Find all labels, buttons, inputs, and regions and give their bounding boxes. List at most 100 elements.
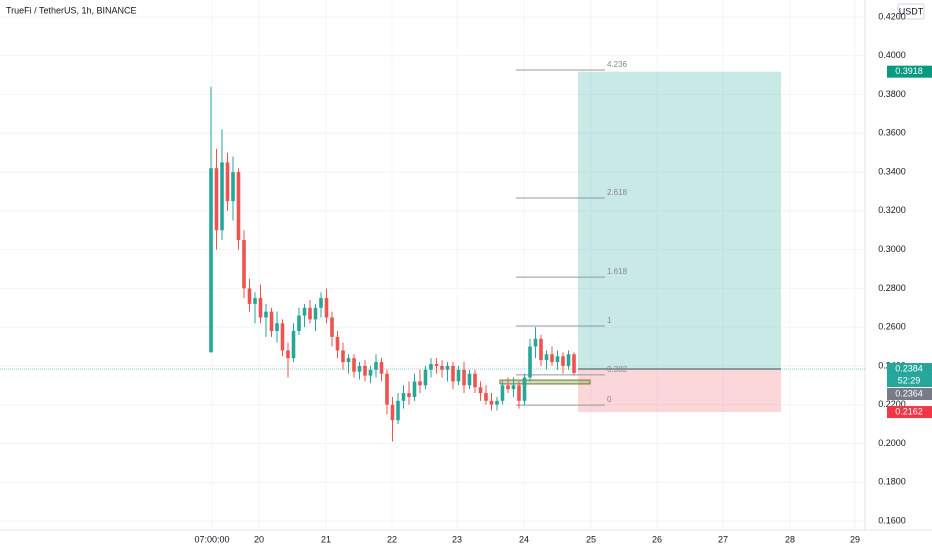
x-tick-label: 28 xyxy=(785,534,795,544)
x-tick-label: 07:00:00 xyxy=(194,534,229,544)
candle-body xyxy=(423,369,428,386)
price-badge xyxy=(887,65,932,78)
candle-body xyxy=(484,393,488,401)
candle-body xyxy=(242,239,246,289)
y-tick-label: 0.2000 xyxy=(878,438,906,448)
candle-body xyxy=(236,172,241,240)
candle-body xyxy=(346,358,351,363)
candle-body xyxy=(269,311,274,332)
candle-body xyxy=(220,162,224,231)
candle-body xyxy=(412,381,417,397)
y-tick-label: 0.3400 xyxy=(878,166,906,176)
candle-body xyxy=(511,385,516,390)
candle-body xyxy=(324,298,329,318)
x-tick-label: 25 xyxy=(586,534,596,544)
x-tick-label: 24 xyxy=(519,534,529,544)
x-tick-label: 29 xyxy=(850,534,860,544)
currency-label[interactable]: USDT xyxy=(899,6,924,16)
countdown-badge xyxy=(887,375,932,388)
candle-body xyxy=(401,393,406,401)
support-zone xyxy=(499,379,591,385)
candle-body xyxy=(374,362,378,370)
candle-body xyxy=(258,298,263,318)
y-tick-label: 0.1600 xyxy=(878,515,906,525)
candle-body xyxy=(396,400,400,421)
candle-body xyxy=(533,338,538,347)
countdown-label: 52:29 xyxy=(898,375,921,385)
candle-body xyxy=(319,298,323,308)
candle-body xyxy=(214,168,219,231)
candle-body xyxy=(390,404,395,421)
candle-body xyxy=(440,365,444,370)
candle-body xyxy=(522,377,527,401)
candle-body xyxy=(264,311,268,318)
candle-body xyxy=(291,331,296,359)
candle-body xyxy=(451,365,455,382)
fib-label: 1 xyxy=(607,316,612,325)
candle-body xyxy=(247,288,252,304)
y-tick-label: 0.2200 xyxy=(878,399,906,409)
candle-body xyxy=(335,336,340,351)
candle-body xyxy=(341,350,345,363)
price-badge xyxy=(887,406,932,419)
loss-zone xyxy=(578,369,781,413)
candle-body xyxy=(379,362,384,374)
candle-body xyxy=(352,358,356,372)
candle-body xyxy=(368,369,373,376)
candle-body xyxy=(506,385,510,390)
candle-body xyxy=(544,354,549,361)
fib-label: 2.618 xyxy=(607,188,628,197)
candle-body xyxy=(385,373,389,405)
x-tick-label: 22 xyxy=(387,534,397,544)
candle-body xyxy=(253,298,257,304)
candle-body xyxy=(478,387,483,394)
fib-label: 0 xyxy=(607,395,612,404)
candle-body xyxy=(566,354,571,366)
y-tick-label: 0.3600 xyxy=(878,128,906,138)
candle-body xyxy=(280,323,285,351)
candle-body xyxy=(462,369,466,386)
candle-body xyxy=(313,307,318,320)
candle-body xyxy=(418,381,422,386)
candle-body xyxy=(231,172,235,202)
candle-body xyxy=(445,365,450,370)
x-tick-label: 26 xyxy=(652,534,662,544)
candle-body xyxy=(434,363,439,366)
candle-body xyxy=(528,346,532,378)
x-tick-label: 23 xyxy=(452,534,462,544)
x-tick-label: 27 xyxy=(718,534,728,544)
x-tick-label: 21 xyxy=(321,534,331,544)
currency-box[interactable] xyxy=(897,3,925,20)
y-tick-label: 0.3000 xyxy=(878,244,906,254)
price-badge xyxy=(887,363,932,376)
candle-body xyxy=(572,354,576,373)
y-tick-label: 0.2800 xyxy=(878,283,906,293)
candle-body xyxy=(429,363,433,370)
candle-body xyxy=(308,307,312,320)
price-badge-label: 0.3918 xyxy=(895,66,923,76)
candle-body xyxy=(500,385,505,401)
y-tick-label: 0.4000 xyxy=(878,50,906,60)
candle-body xyxy=(330,317,334,337)
price-badge xyxy=(887,388,932,401)
chart-title: TrueFi / TetherUS, 1h, BINANCE xyxy=(6,5,137,15)
y-tick-label: 0.3200 xyxy=(878,205,906,215)
candle-body xyxy=(302,307,307,316)
profit-zone xyxy=(578,71,781,370)
candle-body xyxy=(456,369,461,382)
candle-body xyxy=(407,393,411,397)
y-tick-label: 0.3800 xyxy=(878,89,906,99)
x-tick-label: 20 xyxy=(254,534,264,544)
candle-body xyxy=(225,162,230,202)
candle-body xyxy=(489,400,494,405)
fib-label: 0.382 xyxy=(607,365,628,374)
fib-label: 4.236 xyxy=(607,60,628,69)
y-tick-label: 0.1800 xyxy=(878,477,906,487)
candle-body xyxy=(275,323,279,332)
candle-body xyxy=(517,385,521,401)
candle-body xyxy=(561,356,565,366)
candle-body xyxy=(550,354,554,363)
candle-body xyxy=(363,365,367,376)
candle-body xyxy=(209,168,213,353)
